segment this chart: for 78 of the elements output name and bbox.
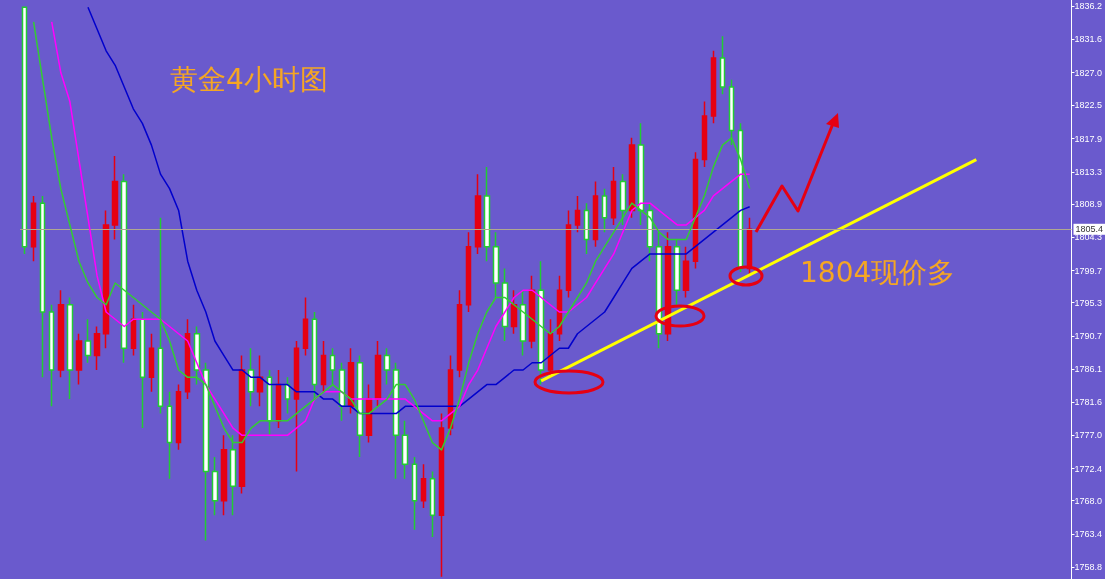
candlestick bbox=[120, 173, 128, 364]
candlestick bbox=[320, 340, 327, 393]
candlestick bbox=[39, 195, 46, 379]
candlestick bbox=[130, 303, 137, 357]
candlestick bbox=[492, 231, 500, 299]
y-tick-label: 1831.6 bbox=[1074, 34, 1102, 45]
candlestick bbox=[30, 195, 37, 262]
candlestick bbox=[302, 296, 309, 357]
candlestick bbox=[84, 318, 92, 364]
candlestick bbox=[374, 340, 382, 408]
y-tick-label: 1836.2 bbox=[1074, 0, 1102, 11]
candlestick bbox=[220, 434, 228, 516]
candlestick bbox=[420, 463, 427, 509]
candlestick bbox=[510, 289, 518, 335]
candlestick bbox=[247, 347, 255, 408]
y-tick-label: 1758.8 bbox=[1074, 562, 1102, 573]
candlestick bbox=[728, 79, 735, 146]
candlestick bbox=[483, 166, 491, 262]
candlestick bbox=[111, 155, 119, 241]
candlestick bbox=[565, 209, 572, 299]
candlestick bbox=[139, 311, 146, 429]
candlestick bbox=[429, 470, 436, 538]
y-tick-label: 1827.0 bbox=[1074, 67, 1102, 78]
candlestick bbox=[293, 340, 300, 473]
candlestick bbox=[682, 245, 690, 299]
candlestick bbox=[592, 180, 599, 248]
candlestick bbox=[166, 391, 173, 480]
candlestick bbox=[474, 173, 482, 255]
y-tick-label: 1768.0 bbox=[1074, 495, 1102, 506]
candlestick bbox=[637, 122, 645, 226]
y-tick-label: 1790.7 bbox=[1074, 330, 1102, 341]
candlestick bbox=[311, 311, 318, 400]
candlestick bbox=[75, 333, 83, 386]
candlestick bbox=[673, 238, 681, 306]
candlestick bbox=[701, 100, 708, 168]
candlestick bbox=[619, 173, 627, 226]
candlestick bbox=[157, 216, 164, 415]
candlestick bbox=[519, 289, 527, 357]
y-tick-label: 1763.4 bbox=[1074, 529, 1102, 540]
candlestick bbox=[574, 195, 581, 233]
candlestick bbox=[411, 456, 418, 531]
candlestick bbox=[229, 434, 237, 516]
candlestick bbox=[175, 383, 182, 451]
candlestick bbox=[202, 362, 210, 542]
y-tick-label: 1822.5 bbox=[1074, 100, 1102, 111]
text: 黄金4小时图 bbox=[170, 62, 328, 96]
candlestick bbox=[583, 202, 590, 255]
candlestick bbox=[610, 166, 617, 226]
candlestick bbox=[93, 325, 101, 371]
candlestick bbox=[601, 187, 608, 233]
y-tick-label: 1795.3 bbox=[1074, 297, 1102, 308]
candlestick bbox=[21, 6, 28, 255]
annotation: 1804现价多 bbox=[800, 255, 956, 289]
ref-line-label: 1805.4 bbox=[1075, 224, 1103, 235]
candlestick bbox=[438, 412, 445, 578]
y-tick-label: 1799.7 bbox=[1074, 265, 1102, 276]
candlestick bbox=[329, 347, 336, 386]
y-tick-label: 1817.9 bbox=[1074, 133, 1102, 144]
y-tick-label: 1813.3 bbox=[1074, 166, 1102, 177]
candlestick bbox=[66, 296, 74, 400]
candlestick bbox=[284, 376, 291, 415]
candlestick bbox=[383, 347, 391, 386]
y-tick-label: 1777.0 bbox=[1074, 430, 1102, 441]
candlestick bbox=[401, 420, 409, 480]
y-tick-label: 1786.1 bbox=[1074, 364, 1102, 375]
candlestick bbox=[256, 354, 264, 408]
candlestick bbox=[148, 333, 155, 393]
candlestick bbox=[48, 303, 55, 408]
y-tick-label: 1781.6 bbox=[1074, 396, 1102, 407]
y-tick-label: 1772.4 bbox=[1074, 463, 1102, 474]
candlestick bbox=[456, 289, 463, 379]
candlestick bbox=[465, 231, 472, 313]
candlestick bbox=[211, 456, 219, 516]
candlestick bbox=[710, 50, 717, 125]
y-tick-label: 1804.3 bbox=[1074, 232, 1102, 243]
candlestick bbox=[719, 35, 726, 96]
y-tick-label: 1808.9 bbox=[1074, 198, 1102, 209]
candlestick bbox=[57, 289, 65, 379]
